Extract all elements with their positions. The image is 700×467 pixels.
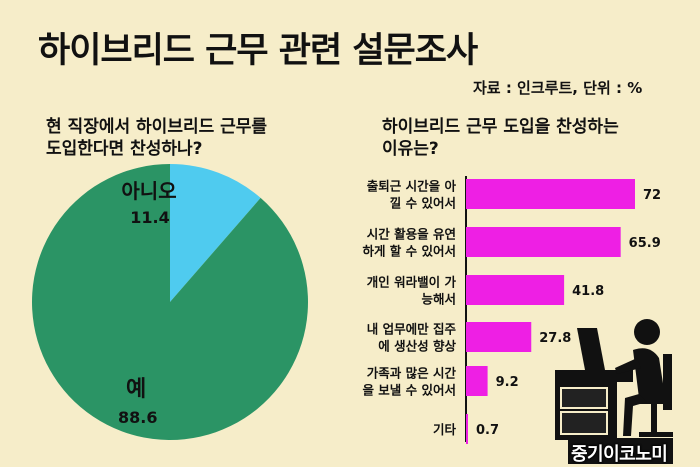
brand-logo: 중기이코노미	[571, 444, 668, 465]
pie-question-line2: 도입한다면 찬성하나?	[46, 139, 203, 159]
pie-label-no: 아니오	[121, 179, 176, 203]
bar-category-label-1-line2: 낄 수 있어서	[390, 196, 456, 211]
bar-3	[466, 275, 565, 305]
pie-question: 현 직장에서 하이브리드 근무를 도입한다면 찬성하나?	[46, 116, 267, 160]
pie-label-yes: 예	[126, 377, 146, 402]
bar-value-label-2: 65.9	[629, 236, 661, 251]
bar-question: 하이브리드 근무 도입을 찬성하는 이유는?	[382, 116, 619, 160]
bar-6	[466, 414, 468, 444]
bar-category-label-6-line1: 기타	[433, 422, 457, 437]
bar-category-label-4-line1: 내 업무에만 집주	[367, 322, 457, 337]
person-at-desk-icon	[555, 319, 673, 440]
page-title: 하이브리드 근무 관련 설문조사	[38, 31, 478, 71]
bar-value-label-4: 27.8	[539, 331, 571, 346]
pie-slice-yes	[31, 164, 308, 441]
source-note: 자료 : 인크루트, 단위 : %	[473, 79, 643, 97]
bar-category-label-5-line1: 가족과 많은 시간	[367, 366, 457, 381]
bar-value-label-6: 0.7	[476, 423, 499, 438]
bar-value-label-5: 9.2	[496, 375, 519, 390]
bar-category-label-5-line2: 을 보낼 수 있어서	[362, 383, 456, 398]
bar-question-line2: 이유는?	[382, 139, 439, 159]
pie-question-line1: 현 직장에서 하이브리드 근무를	[46, 117, 268, 137]
pie-slice-no	[170, 164, 261, 302]
bar-category-label-2-line1: 시간 활용을 유연	[367, 227, 456, 242]
bar-value-label-1: 72	[643, 188, 661, 203]
bar-category-label-1-line1: 출퇴근 시간을 아	[367, 179, 457, 194]
bar-4	[466, 322, 532, 352]
pie-value-no: 11.4	[130, 208, 169, 227]
pie-value-yes: 88.6	[118, 408, 157, 427]
bar-category-label-3-line2: 능해서	[421, 292, 456, 307]
bar-category-label-2-line2: 하게 할 수 있어서	[362, 244, 456, 259]
brand-background	[568, 438, 673, 464]
bar-category-label-4-line2: 에 생산성 향상	[378, 339, 456, 354]
bar-category-label-3-line1: 개인 워라밸이 가	[367, 275, 457, 290]
bar-5	[466, 366, 488, 396]
bar-question-line1: 하이브리드 근무 도입을 찬성하는	[382, 117, 619, 137]
bar-value-label-3: 41.8	[572, 284, 604, 299]
bar-1	[466, 179, 635, 209]
bar-2	[466, 227, 621, 257]
